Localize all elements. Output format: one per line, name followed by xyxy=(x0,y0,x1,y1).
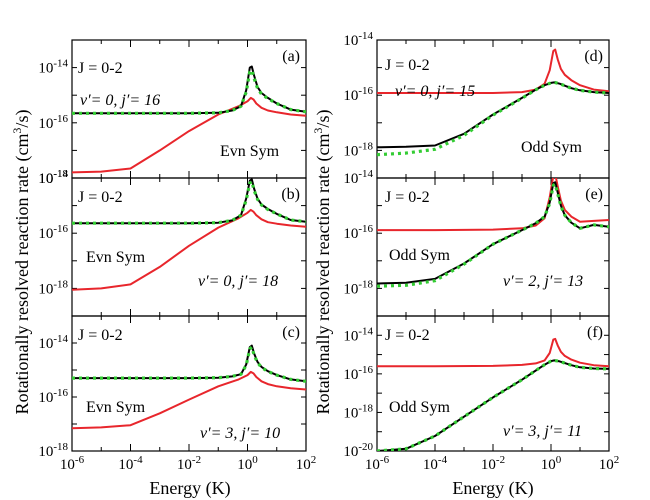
state-label: v′= 0, j′= 18 xyxy=(198,273,278,290)
series-group xyxy=(72,344,306,430)
symmetry-label: Odd Sym xyxy=(521,139,582,156)
series-green-line xyxy=(377,80,609,157)
panel-letter: (b) xyxy=(281,186,300,203)
series-group xyxy=(377,337,609,451)
state-label: v′= 0, j′= 16 xyxy=(80,92,160,109)
x-tick-label: 10-2 xyxy=(177,454,201,473)
symmetry-label: Evn Sym xyxy=(86,249,146,266)
state-label: v′= 3, j′= 11 xyxy=(503,423,582,440)
x-tick-label: 10-6 xyxy=(60,454,85,473)
y-tick-label: 10-18 xyxy=(343,278,373,297)
panel-e: 10-18 10-16 10-14 J = 0-2 v′= 2, j′= 13 Odd S… xyxy=(343,168,610,317)
series-group xyxy=(72,65,306,174)
series-green-line xyxy=(377,182,609,288)
series-green-line xyxy=(72,68,306,115)
panel-letter: (f) xyxy=(587,324,603,341)
y-tick-label: 10-14 xyxy=(38,58,68,77)
panels-group: 10-18 10-16 10-14 J = 0-2 v′= 0, j′= 16 Evn S… xyxy=(38,30,619,473)
y-tick-label: 10-18 xyxy=(343,140,373,159)
y-tick-label: 10-14 xyxy=(38,333,68,352)
j-range-label: J = 0-2 xyxy=(385,327,430,344)
x-tick-label: 100 xyxy=(237,454,258,473)
x-tick-label: 10-4 xyxy=(118,454,143,473)
j-range-label: J = 0-2 xyxy=(78,327,123,344)
series-black-line xyxy=(72,178,306,225)
y-tick-label: 10-14 xyxy=(38,168,68,187)
panel-d: 10-18 10-16 10-14 J = 0-2 v′= 0, j′= 15 Odd S… xyxy=(343,30,610,179)
left-y-title-tail: /s) xyxy=(12,110,33,128)
x-tick-label: 102 xyxy=(599,454,620,473)
y-tick-label: 10-16 xyxy=(38,387,68,406)
right-x-axis-title: Energy (K) xyxy=(452,478,533,499)
x-tick-label: 102 xyxy=(296,454,317,473)
panel-a: 10-18 10-16 10-14 J = 0-2 v′= 0, j′= 16 Evn S… xyxy=(38,39,307,187)
series-green-line xyxy=(377,358,609,451)
panel-b: 10-18 10-16 10-14 J = 0-2 v′= 0, j′= 18 Evn S… xyxy=(38,168,307,317)
symmetry-label: Odd Sym xyxy=(389,399,450,416)
x-tick-label: 10-6 xyxy=(365,454,390,473)
series-red-line xyxy=(72,208,306,291)
symmetry-label: Evn Sym xyxy=(220,143,280,160)
y-tick-label: 10-18 xyxy=(38,441,68,460)
panel-f: 10-20 10-18 10-16 10-14 10-6 10-4 10-2 100 102 J … xyxy=(343,315,620,473)
series-red-line xyxy=(72,370,306,430)
x-tick-label: 10-4 xyxy=(423,454,448,473)
series-group xyxy=(377,48,609,157)
series-green-line xyxy=(72,345,306,383)
y-tick-label: 10-14 xyxy=(343,30,373,49)
series-red-line xyxy=(377,178,609,232)
y-tick-label: 10-20 xyxy=(343,441,373,460)
panel-letter: (d) xyxy=(584,48,603,65)
y-tick-label: 10-16 xyxy=(38,113,68,132)
y-tick-label: 10-16 xyxy=(343,364,373,383)
right-y-title-tail: /s) xyxy=(313,110,334,128)
j-range-label: J = 0-2 xyxy=(385,189,430,206)
y-tick-label: 10-18 xyxy=(38,278,68,297)
symmetry-label: Evn Sym xyxy=(86,399,146,416)
right-y-title-main: Rotationally resolved reaction rate (cm xyxy=(313,134,334,415)
panel-letter: (e) xyxy=(585,186,603,203)
panel-c: 10-18 10-16 10-14 10-6 10-4 10-2 100 102 J = 0-2… xyxy=(38,315,317,473)
series-red-line xyxy=(377,337,609,368)
series-black-line xyxy=(72,344,306,383)
left-x-axis-title: Energy (K) xyxy=(149,478,230,499)
right-y-axis-title: Rotationally resolved reaction rate (cm3… xyxy=(311,110,334,415)
y-tick-label: 10-14 xyxy=(343,325,373,344)
symmetry-label: Odd Sym xyxy=(389,247,450,264)
j-range-label: J = 0-2 xyxy=(78,60,123,77)
state-label: v′= 2, j′= 13 xyxy=(503,273,583,290)
panel-letter: (c) xyxy=(282,324,300,341)
y-tick-label: 10-16 xyxy=(38,223,68,242)
y-tick-label: 10-18 xyxy=(343,402,373,421)
x-tick-label: 100 xyxy=(541,454,562,473)
series-red-line xyxy=(72,96,306,174)
series-green-line xyxy=(72,179,306,225)
series-group xyxy=(72,178,306,291)
y-tick-label: 10-18 xyxy=(38,168,68,187)
state-label: v′= 3, j′= 10 xyxy=(200,425,280,442)
left-y-title-main: Rotationally resolved reaction rate (cm xyxy=(12,134,33,415)
y-tick-label: 10-16 xyxy=(343,85,373,104)
left-y-title-sup: 3 xyxy=(10,128,24,134)
x-tick-label: 10-2 xyxy=(481,454,505,473)
state-label: v′= 0, j′= 15 xyxy=(395,83,475,100)
series-group xyxy=(377,178,609,288)
j-range-label: J = 0-2 xyxy=(78,189,123,206)
j-range-label: J = 0-2 xyxy=(385,57,430,74)
right-y-title-sup: 3 xyxy=(311,128,325,134)
left-y-axis-title: Rotationally resolved reaction rate (cm3… xyxy=(10,110,33,415)
panel-letter: (a) xyxy=(282,48,300,65)
series-red-line xyxy=(377,48,609,94)
y-tick-label: 10-16 xyxy=(343,223,373,242)
y-tick-label: 10-14 xyxy=(343,168,373,187)
